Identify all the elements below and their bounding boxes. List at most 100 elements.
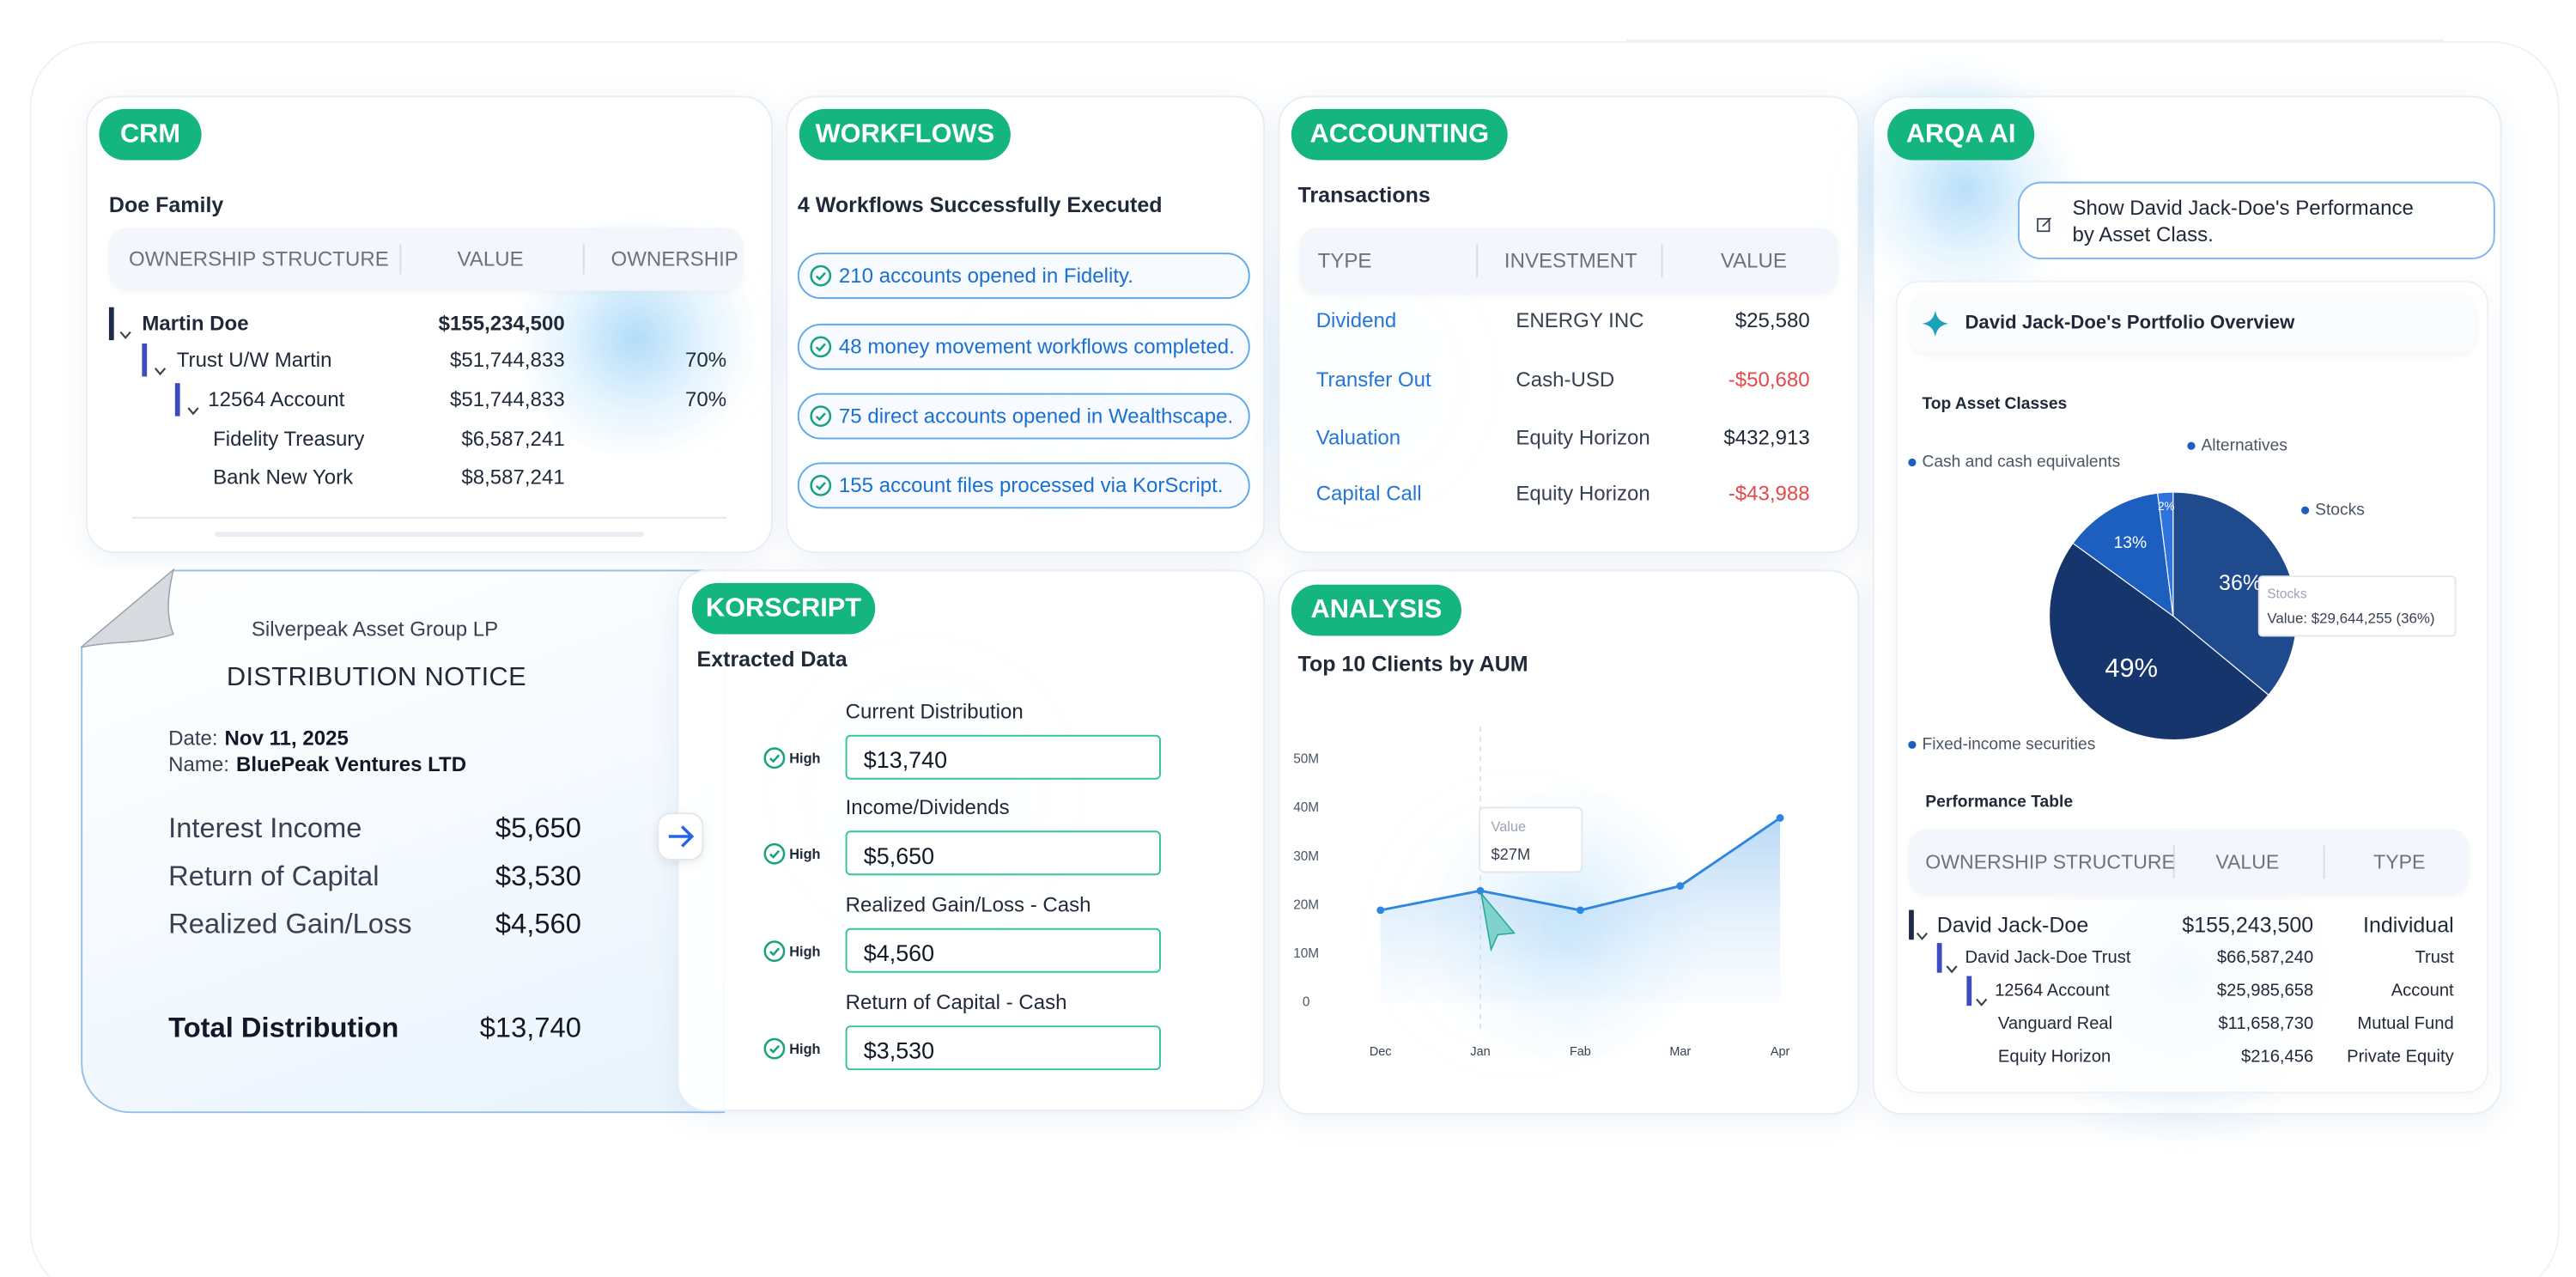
field-value: $5,650 (863, 841, 935, 868)
badge-label: WORKFLOWS (815, 119, 995, 149)
row-name: David Jack-Doe Trust (1965, 947, 2131, 968)
row-type: Mutual Fund (2357, 1013, 2454, 1034)
row-value: $8,587,241 (461, 465, 565, 490)
icon-part (763, 842, 786, 864)
check-icon (762, 939, 786, 962)
workflow-pill (797, 462, 1250, 509)
row-value: $155,243,500 (2182, 912, 2314, 938)
icon-part (154, 368, 167, 376)
header-separator (1661, 244, 1663, 278)
icon-part (79, 568, 175, 649)
confidence-label: High (789, 749, 821, 766)
chevron-icon (1916, 920, 1929, 940)
icon-part (810, 265, 832, 287)
row-name: Bank New York (213, 465, 354, 490)
edit-icon (2036, 211, 2052, 233)
field-label: Realized Gain/Loss - Cash (845, 893, 1091, 917)
scroll-thumb (215, 532, 645, 537)
icon-part (1916, 932, 1929, 940)
row-value: $66,587,240 (2216, 947, 2314, 968)
row-type: Trust (2415, 947, 2454, 968)
icon-part (810, 405, 832, 428)
icon-part (80, 568, 175, 648)
notice-line-amount: $5,650 (495, 812, 581, 844)
chevron-icon (1975, 986, 1988, 1006)
icon-part (810, 265, 832, 287)
transaction-value: -$43,988 (1728, 482, 1810, 506)
column-header: TYPE (2373, 850, 2426, 874)
notice-line-label: Interest Income (168, 812, 362, 844)
badge: ANALYSIS (1291, 584, 1461, 636)
section-title: Transactions (1297, 182, 1431, 208)
field-input: $13,740 (845, 734, 1161, 780)
notice-total-amount: $13,740 (479, 1012, 581, 1044)
row-name: Trust U/W Martin (176, 348, 332, 372)
check-icon (809, 265, 832, 288)
column-header: VALUE (1720, 249, 1787, 273)
column-header: OWNERSHIP (611, 247, 738, 271)
row-name: Fidelity Treasury (213, 428, 365, 451)
badge-label: CRM (119, 119, 181, 149)
badge-label: KORSCRIPT (705, 593, 862, 623)
badge-label: ANALYSIS (1310, 595, 1443, 623)
field-input: $3,530 (845, 1025, 1161, 1071)
icon-part (119, 331, 131, 339)
icon-part (763, 1037, 786, 1059)
icon-part (1922, 310, 1949, 337)
row-value: $51,744,833 (450, 348, 565, 372)
badge: KORSCRIPT (691, 582, 876, 635)
badge: CRM (99, 108, 202, 161)
row-value: $155,234,500 (438, 312, 565, 336)
prompt-text: Show David Jack-Doe's Performance by Ass… (2072, 196, 2414, 246)
field-input: $4,560 (845, 927, 1161, 973)
column-header: INVESTMENT (1504, 249, 1637, 273)
icon-part (810, 336, 832, 358)
field-value: $4,560 (863, 939, 935, 966)
header-separator (582, 244, 585, 275)
row-name: 12564 Account (208, 387, 345, 411)
icon-part (769, 1043, 781, 1053)
workflow-pill (797, 392, 1250, 440)
transaction-investment: Equity Horizon (1516, 426, 1650, 450)
row-type: Individual (2363, 912, 2454, 938)
icon-part (1976, 998, 1988, 1006)
icon-part (2037, 217, 2050, 233)
workflow-item: 48 money movement workflows completed. (838, 335, 1235, 359)
transaction-value: $25,580 (1735, 308, 1810, 332)
icon-part (1922, 310, 1949, 337)
icon-part (763, 842, 786, 864)
transaction-investment: Cash-USD (1516, 368, 1615, 392)
overview-title: David Jack-Doe's Portfolio Overview (1965, 313, 2295, 334)
table-title: Performance Table (1925, 794, 2074, 812)
row-value: $51,744,833 (450, 387, 565, 411)
tree-bar (108, 307, 113, 341)
badge-label: ARQA AI (1905, 119, 2016, 149)
icon-part (810, 474, 832, 496)
badge-label: ACCOUNTING (1309, 119, 1490, 149)
icon-part (769, 946, 781, 956)
workflow-pill (797, 323, 1250, 370)
icon-part (1916, 932, 1929, 940)
icon-part (763, 746, 786, 769)
table-header (1299, 228, 1838, 295)
column-header: VALUE (457, 247, 524, 271)
scroll-track (131, 516, 727, 519)
section-title: Extracted Data (696, 646, 848, 672)
row-value: $11,658,730 (2218, 1013, 2314, 1034)
row-ownership: 70% (685, 348, 727, 372)
tree-bar (1966, 976, 1971, 1006)
column-header: OWNERSHIP STRUCTURE (1925, 850, 2175, 874)
icon-part (2037, 217, 2052, 233)
row-name: 12564 Account (1995, 981, 2110, 1001)
table-header (1909, 829, 2469, 896)
chevron-icon (154, 355, 167, 376)
transaction-type: Valuation (1315, 426, 1401, 450)
tree-bar (174, 383, 179, 417)
tree-bar (1936, 943, 1941, 973)
check-icon (762, 842, 786, 865)
column-header: OWNERSHIP STRUCTURE (129, 247, 389, 271)
transaction-value: -$50,680 (1728, 368, 1810, 392)
icon-part (815, 271, 826, 281)
